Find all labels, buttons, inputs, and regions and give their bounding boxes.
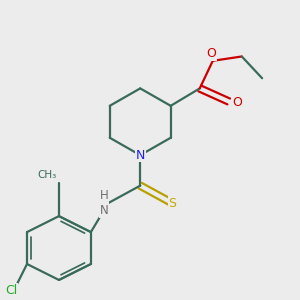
Text: O: O	[232, 96, 242, 110]
Text: N: N	[136, 149, 145, 162]
Text: O: O	[206, 47, 216, 60]
Text: CH₃: CH₃	[38, 170, 57, 181]
Text: Cl: Cl	[5, 284, 17, 297]
Text: S: S	[168, 196, 176, 210]
Text: H
N: H N	[100, 189, 108, 217]
